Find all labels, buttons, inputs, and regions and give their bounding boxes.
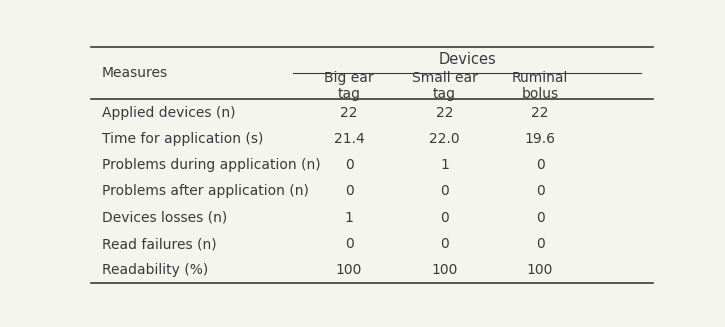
Text: Measures: Measures <box>102 66 168 80</box>
Text: Readability (%): Readability (%) <box>102 263 208 277</box>
Text: 100: 100 <box>527 263 553 277</box>
Text: Devices losses (n): Devices losses (n) <box>102 211 227 225</box>
Text: Applied devices (n): Applied devices (n) <box>102 106 236 120</box>
Text: Problems after application (n): Problems after application (n) <box>102 184 309 198</box>
Text: 22: 22 <box>531 106 549 120</box>
Text: Read failures (n): Read failures (n) <box>102 237 217 251</box>
Text: 0: 0 <box>536 158 544 172</box>
Text: 0: 0 <box>536 184 544 198</box>
Text: Devices: Devices <box>438 52 496 67</box>
Text: Problems during application (n): Problems during application (n) <box>102 158 320 172</box>
Text: 0: 0 <box>440 184 449 198</box>
Text: 0: 0 <box>440 211 449 225</box>
Text: 0: 0 <box>344 158 354 172</box>
Text: 1: 1 <box>344 211 354 225</box>
Text: 100: 100 <box>336 263 362 277</box>
Text: 0: 0 <box>440 237 449 251</box>
Text: 21.4: 21.4 <box>334 132 365 146</box>
Text: 19.6: 19.6 <box>525 132 555 146</box>
Text: Ruminal
bolus: Ruminal bolus <box>512 71 568 101</box>
Text: 0: 0 <box>536 237 544 251</box>
Text: Time for application (s): Time for application (s) <box>102 132 263 146</box>
Text: 22.0: 22.0 <box>429 132 460 146</box>
Text: 0: 0 <box>344 184 354 198</box>
Text: 0: 0 <box>536 211 544 225</box>
Text: 22: 22 <box>436 106 453 120</box>
Text: Small ear
tag: Small ear tag <box>412 71 478 101</box>
Text: 100: 100 <box>431 263 457 277</box>
Text: 22: 22 <box>340 106 358 120</box>
Text: 1: 1 <box>440 158 449 172</box>
Text: Big ear
tag: Big ear tag <box>324 71 374 101</box>
Text: 0: 0 <box>344 237 354 251</box>
